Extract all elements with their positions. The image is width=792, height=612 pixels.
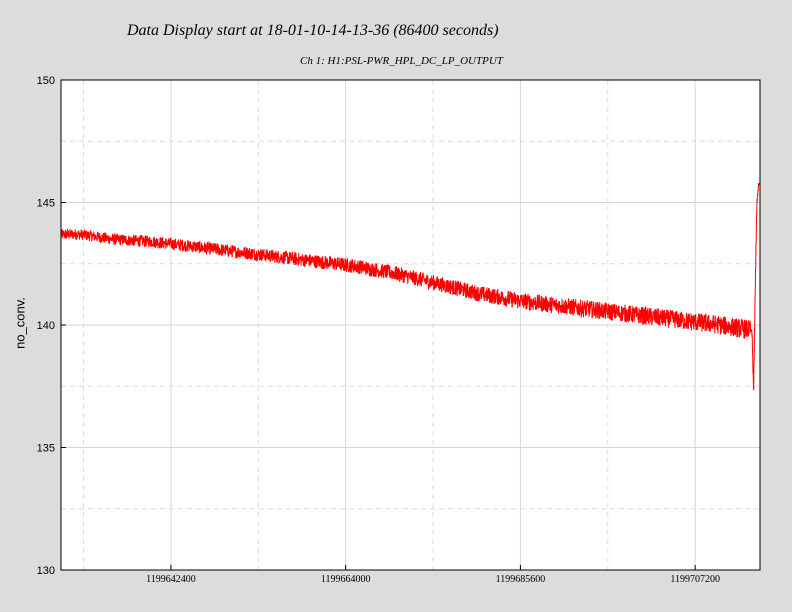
channel-subtitle: Ch 1: H1:PSL-PWR_HPL_DC_LP_OUTPUT bbox=[300, 55, 503, 67]
x-tick-label: 1199707200 bbox=[670, 574, 720, 585]
x-tick-label: 1199685600 bbox=[496, 574, 546, 585]
series-line bbox=[60, 181, 761, 391]
y-tick-label: 150 bbox=[37, 75, 55, 87]
x-tick-label: 1199642400 bbox=[146, 574, 196, 585]
chart-title: Data Display start at 18-01-10-14-13-36 … bbox=[127, 22, 499, 39]
x-tick-label: 1199664000 bbox=[321, 574, 371, 585]
y-tick-label: 135 bbox=[37, 443, 55, 455]
y-axis-label: no_conv. bbox=[12, 297, 28, 349]
y-tick-label: 130 bbox=[37, 565, 55, 577]
y-tick-label: 145 bbox=[37, 198, 55, 210]
y-tick-label: 140 bbox=[37, 320, 55, 332]
